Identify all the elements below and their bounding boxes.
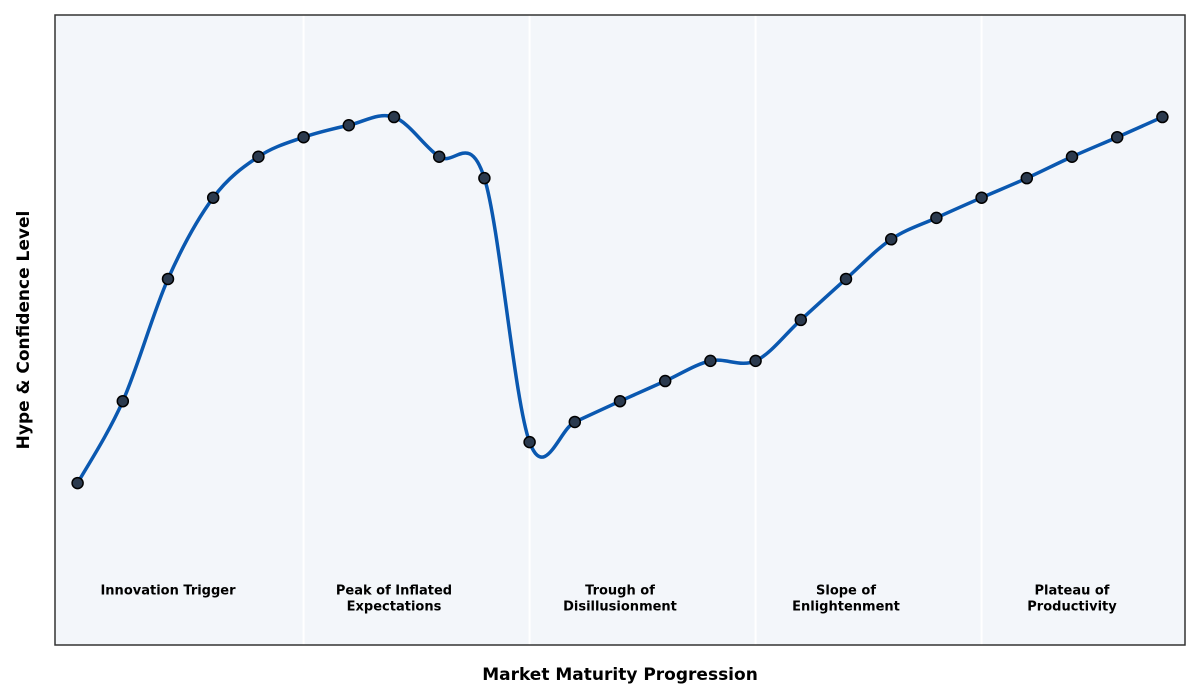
phase-label: Disillusionment	[563, 600, 677, 615]
data-point	[523, 435, 536, 449]
phase-label: Productivity	[1027, 600, 1117, 615]
data-point	[478, 171, 491, 185]
phase-label: Innovation Trigger	[100, 584, 236, 599]
data-point	[930, 211, 943, 225]
data-point	[1020, 171, 1034, 185]
y-axis-label: Hype & Confidence Level	[14, 211, 34, 450]
data-point	[704, 354, 717, 368]
data-point	[658, 374, 672, 388]
data-point	[342, 119, 356, 132]
phase-label: Enlightenment	[792, 600, 900, 615]
data-point	[161, 272, 175, 286]
data-point	[1110, 130, 1124, 144]
data-point	[206, 191, 220, 204]
data-point	[252, 150, 265, 163]
data-point	[568, 415, 582, 429]
data-point	[71, 476, 84, 490]
phase-label: Trough of	[585, 584, 655, 599]
data-point	[975, 191, 988, 204]
plot-area	[55, 15, 1185, 645]
phase-label: Peak of Inflated	[336, 584, 452, 599]
x-axis-label: Market Maturity Progression	[482, 665, 758, 685]
data-point	[794, 313, 808, 327]
data-point	[387, 110, 401, 124]
data-point	[1156, 110, 1169, 124]
data-point	[432, 150, 446, 163]
data-point	[613, 394, 627, 408]
data-point	[839, 272, 853, 286]
phase-label: Expectations	[347, 600, 442, 615]
data-point	[749, 354, 762, 368]
data-point	[884, 233, 898, 246]
phase-label: Plateau of	[1035, 584, 1110, 599]
plot-frame	[54, 14, 1186, 646]
data-point	[116, 394, 130, 408]
phase-label: Slope of	[816, 584, 876, 599]
data-point	[1065, 150, 1079, 163]
data-point	[297, 130, 310, 144]
